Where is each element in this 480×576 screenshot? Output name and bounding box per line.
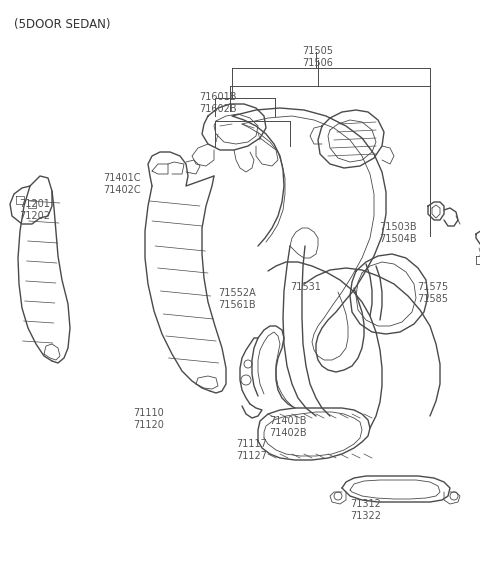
Text: (5DOOR SEDAN): (5DOOR SEDAN) xyxy=(14,18,110,31)
Text: 71505
71506: 71505 71506 xyxy=(302,46,334,68)
Text: 71312
71322: 71312 71322 xyxy=(350,499,382,521)
Text: 71401C
71402C: 71401C 71402C xyxy=(103,173,141,195)
Text: 71531: 71531 xyxy=(290,282,321,292)
Text: 71575
71585: 71575 71585 xyxy=(418,282,449,304)
Text: 71201
71202: 71201 71202 xyxy=(19,199,50,221)
Text: 71552A
71561B: 71552A 71561B xyxy=(218,288,256,310)
Text: 71401B
71402B: 71401B 71402B xyxy=(269,416,306,438)
Text: 71503B
71504B: 71503B 71504B xyxy=(379,222,417,244)
Text: 71117
71127: 71117 71127 xyxy=(237,439,268,461)
Text: 71601B
71602B: 71601B 71602B xyxy=(199,92,237,114)
Text: 71110
71120: 71110 71120 xyxy=(133,408,164,430)
